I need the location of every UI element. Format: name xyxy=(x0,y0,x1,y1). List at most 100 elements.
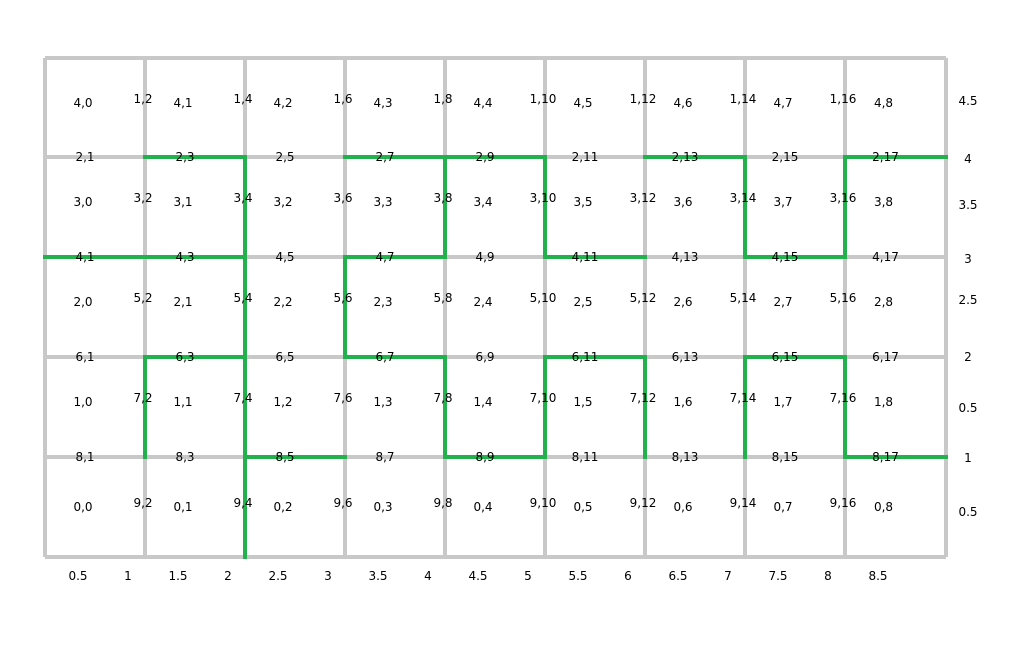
vertical-edge-label: 5,4 xyxy=(233,291,252,305)
cell-center-label: 0,8 xyxy=(874,500,893,514)
right-axis-label: 3 xyxy=(964,252,972,266)
vertical-edge-label: 9,12 xyxy=(630,496,657,510)
cell-center-label: 1,2 xyxy=(273,395,292,409)
cell-center-label: 2,6 xyxy=(673,295,692,309)
right-axis-label: 0.5 xyxy=(958,401,977,415)
vertical-edge-label: 5,14 xyxy=(730,291,757,305)
horizontal-edge-label: 8,5 xyxy=(275,450,294,464)
vertical-edge-label: 7,4 xyxy=(233,391,252,405)
cell-center-label: 1,4 xyxy=(473,395,492,409)
x-axis-label: 7 xyxy=(724,569,732,583)
cell-center-label: 2,1 xyxy=(173,295,192,309)
cell-center-label: 1,3 xyxy=(373,395,392,409)
horizontal-edge-label: 2,7 xyxy=(375,150,394,164)
vertical-edge-label: 3,10 xyxy=(530,191,557,205)
cell-center-label: 3,3 xyxy=(373,195,392,209)
cell-center-label: 3,5 xyxy=(573,195,592,209)
vertical-edge-label: 7,10 xyxy=(530,391,557,405)
cell-center-label: 4,4 xyxy=(473,96,492,110)
vertical-edge-label: 1,16 xyxy=(830,92,857,106)
cell-center-label: 0,7 xyxy=(773,500,792,514)
cell-center-label: 1,0 xyxy=(73,395,92,409)
vertical-edge-label: 7,14 xyxy=(730,391,757,405)
cell-center-label: 3,7 xyxy=(773,195,792,209)
vertical-edge-label: 9,14 xyxy=(730,496,757,510)
right-axis-label: 4 xyxy=(964,152,972,166)
x-axis-label: 8.5 xyxy=(868,569,887,583)
right-axis-label: 4.5 xyxy=(958,94,977,108)
vertical-edge-label: 1,2 xyxy=(133,92,152,106)
x-axis-label: 5 xyxy=(524,569,532,583)
cell-center-label: 0,2 xyxy=(273,500,292,514)
horizontal-edge-label: 4,3 xyxy=(175,250,194,264)
cell-center-label: 1,6 xyxy=(673,395,692,409)
vertical-edge-label: 9,6 xyxy=(333,496,352,510)
cell-center-label: 4,6 xyxy=(673,96,692,110)
right-axis-label: 3.5 xyxy=(958,198,977,212)
x-axis-label: 2 xyxy=(224,569,232,583)
cell-center-label: 3,4 xyxy=(473,195,492,209)
vertical-edge-label: 1,12 xyxy=(630,92,657,106)
cell-center-label: 4,5 xyxy=(573,96,592,110)
x-axis-label: 1.5 xyxy=(168,569,187,583)
cell-center-label: 2,0 xyxy=(73,295,92,309)
horizontal-edge-label: 4,13 xyxy=(672,250,699,264)
vertical-edge-label: 5,10 xyxy=(530,291,557,305)
horizontal-edge-label: 6,5 xyxy=(275,350,294,364)
horizontal-edge-label: 8,13 xyxy=(672,450,699,464)
horizontal-edge-label: 2,5 xyxy=(275,150,294,164)
horizontal-edge-label: 6,9 xyxy=(475,350,494,364)
vertical-edge-label: 9,16 xyxy=(830,496,857,510)
vertical-edge-label: 3,12 xyxy=(630,191,657,205)
horizontal-edge-label: 2,3 xyxy=(175,150,194,164)
x-axis-label: 5.5 xyxy=(568,569,587,583)
horizontal-edge-label: 4,7 xyxy=(375,250,394,264)
x-axis-label: 3.5 xyxy=(368,569,387,583)
horizontal-edge-label: 2,11 xyxy=(572,150,599,164)
cell-center-label: 2,7 xyxy=(773,295,792,309)
cell-center-label: 1,7 xyxy=(773,395,792,409)
x-axis-label: 3 xyxy=(324,569,332,583)
x-axis-label: 4 xyxy=(424,569,432,583)
cell-center-label: 4,2 xyxy=(273,96,292,110)
horizontal-edge-label: 8,1 xyxy=(75,450,94,464)
vertical-edge-label: 1,4 xyxy=(233,92,252,106)
vertical-edge-label: 3,16 xyxy=(830,191,857,205)
vertical-edge-label: 1,10 xyxy=(530,92,557,106)
vertical-edge-label: 9,4 xyxy=(233,496,252,510)
horizontal-edge-label: 4,11 xyxy=(572,250,599,264)
horizontal-edge-label: 4,5 xyxy=(275,250,294,264)
horizontal-edge-label: 2,9 xyxy=(475,150,494,164)
horizontal-edge-label: 4,17 xyxy=(872,250,899,264)
horizontal-edge-label: 6,3 xyxy=(175,350,194,364)
horizontal-edge-label: 8,9 xyxy=(475,450,494,464)
right-axis-label: 0.5 xyxy=(958,505,977,519)
x-axis-label: 6 xyxy=(624,569,632,583)
horizontal-edge-label: 4,15 xyxy=(772,250,799,264)
cell-center-label: 0,1 xyxy=(173,500,192,514)
vertical-edge-label: 5,16 xyxy=(830,291,857,305)
x-axis-label: 7.5 xyxy=(768,569,787,583)
vertical-edge-label: 5,8 xyxy=(433,291,452,305)
horizontal-edge-label: 2,13 xyxy=(672,150,699,164)
cell-center-label: 4,3 xyxy=(373,96,392,110)
vertical-edge-label: 3,2 xyxy=(133,191,152,205)
horizontal-edge-label: 6,13 xyxy=(672,350,699,364)
right-axis-label: 2.5 xyxy=(958,293,977,307)
horizontal-edge-label: 6,11 xyxy=(572,350,599,364)
cell-center-label: 4,0 xyxy=(73,96,92,110)
cell-center-label: 3,8 xyxy=(874,195,893,209)
horizontal-edge-label: 8,7 xyxy=(375,450,394,464)
cell-center-label: 1,1 xyxy=(173,395,192,409)
horizontal-edge-label: 8,11 xyxy=(572,450,599,464)
vertical-edge-label: 9,10 xyxy=(530,496,557,510)
cell-center-label: 0,0 xyxy=(73,500,92,514)
horizontal-edge-label: 2,17 xyxy=(872,150,899,164)
horizontal-edge-label: 6,15 xyxy=(772,350,799,364)
vertical-edge-label: 1,8 xyxy=(433,92,452,106)
cell-center-label: 2,4 xyxy=(473,295,492,309)
vertical-edge-label: 7,12 xyxy=(630,391,657,405)
vertical-edge-label: 1,6 xyxy=(333,92,352,106)
vertical-edge-label: 7,2 xyxy=(133,391,152,405)
